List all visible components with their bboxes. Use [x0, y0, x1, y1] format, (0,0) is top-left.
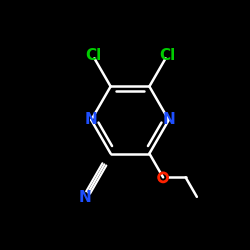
Text: N: N [85, 112, 98, 128]
Text: Cl: Cl [159, 48, 175, 63]
Text: Cl: Cl [85, 48, 101, 63]
Text: N: N [79, 190, 92, 205]
Text: N: N [162, 112, 175, 128]
